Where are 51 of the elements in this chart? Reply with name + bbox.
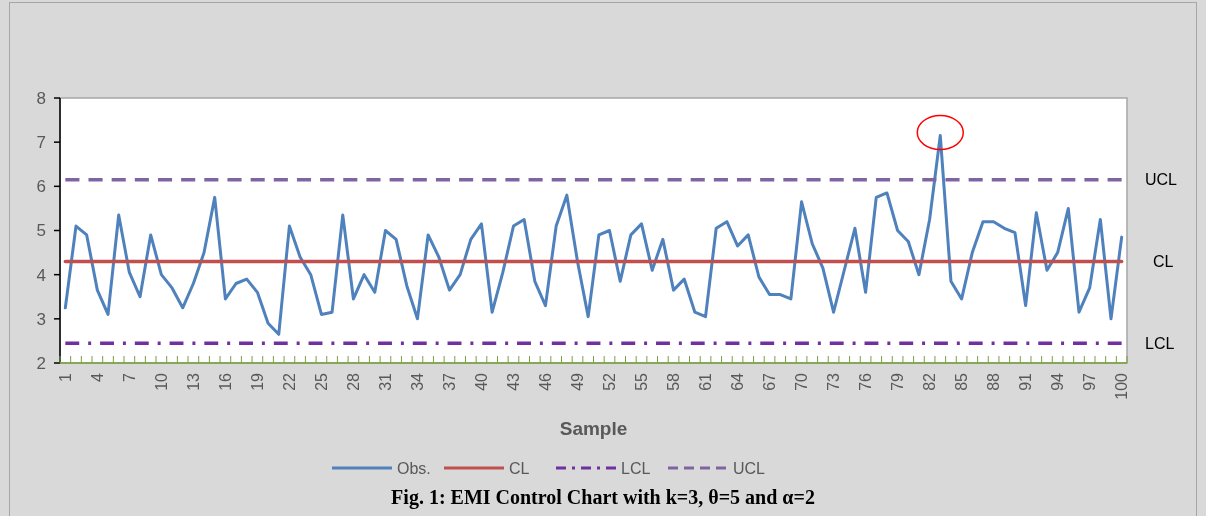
x-tick-label: 88 — [985, 372, 1003, 391]
x-tick-label: 91 — [1017, 372, 1035, 391]
y-tick-label: 5 — [36, 221, 46, 241]
x-tick-label: 37 — [441, 372, 459, 391]
x-tick-label: 13 — [184, 372, 202, 391]
x-tick-label: 22 — [281, 372, 299, 391]
x-tick-label: 31 — [377, 372, 395, 391]
x-tick-label: 67 — [761, 372, 779, 391]
y-tick-label: 7 — [36, 133, 46, 153]
x-tick-label: 64 — [729, 372, 747, 391]
x-tick-label: 19 — [248, 372, 266, 391]
y-tick-label: 4 — [36, 265, 46, 285]
x-tick-label: 28 — [345, 372, 363, 391]
x-tick-label: 34 — [409, 372, 427, 391]
annotation: LCL — [1145, 334, 1175, 352]
y-tick-label: 3 — [36, 309, 46, 329]
x-tick-label: 82 — [921, 372, 939, 391]
y-tick-label: 8 — [36, 88, 46, 108]
legend-label: LCL — [621, 459, 651, 477]
x-tick-label: 10 — [152, 372, 170, 391]
x-tick-label: 4 — [88, 372, 106, 382]
x-tick-label: 61 — [697, 372, 715, 391]
x-tick-label: 76 — [857, 372, 875, 391]
x-tick-label: 16 — [216, 372, 234, 391]
x-tick-label: 94 — [1049, 372, 1067, 391]
x-tick-label: 100 — [1113, 372, 1131, 400]
x-tick-label: 43 — [505, 372, 523, 391]
x-tick-label: 46 — [537, 372, 555, 391]
x-tick-label: 7 — [120, 372, 138, 382]
x-tick-label: 52 — [601, 372, 619, 391]
x-tick-label: 49 — [569, 372, 587, 391]
annotation: UCL — [1145, 171, 1178, 189]
legend-label: CL — [509, 459, 530, 477]
x-tick-label: 97 — [1081, 372, 1099, 391]
y-tick-label: 2 — [36, 353, 46, 373]
legend-label: UCL — [733, 459, 766, 477]
x-tick-label: 70 — [793, 372, 811, 391]
x-tick-label: 55 — [633, 372, 651, 391]
text: Fig. 1: EMI Control Chart with k=3, θ=5 and α=2 — [391, 486, 815, 509]
y-tick-label: 6 — [36, 177, 46, 197]
x-tick-label: 1 — [56, 372, 74, 382]
x-tick-label: 73 — [825, 372, 843, 391]
annotation: CL — [1153, 253, 1174, 271]
x-tick-label: 58 — [665, 372, 683, 391]
x-axis-title: Sample — [559, 418, 628, 439]
x-tick-label: 40 — [473, 372, 491, 391]
x-tick-label: 79 — [889, 372, 907, 391]
x-tick-label: 85 — [953, 372, 971, 391]
legend-label: Obs. — [397, 459, 431, 477]
x-tick-label: 25 — [313, 372, 331, 391]
line-series — [63, 134, 1124, 336]
